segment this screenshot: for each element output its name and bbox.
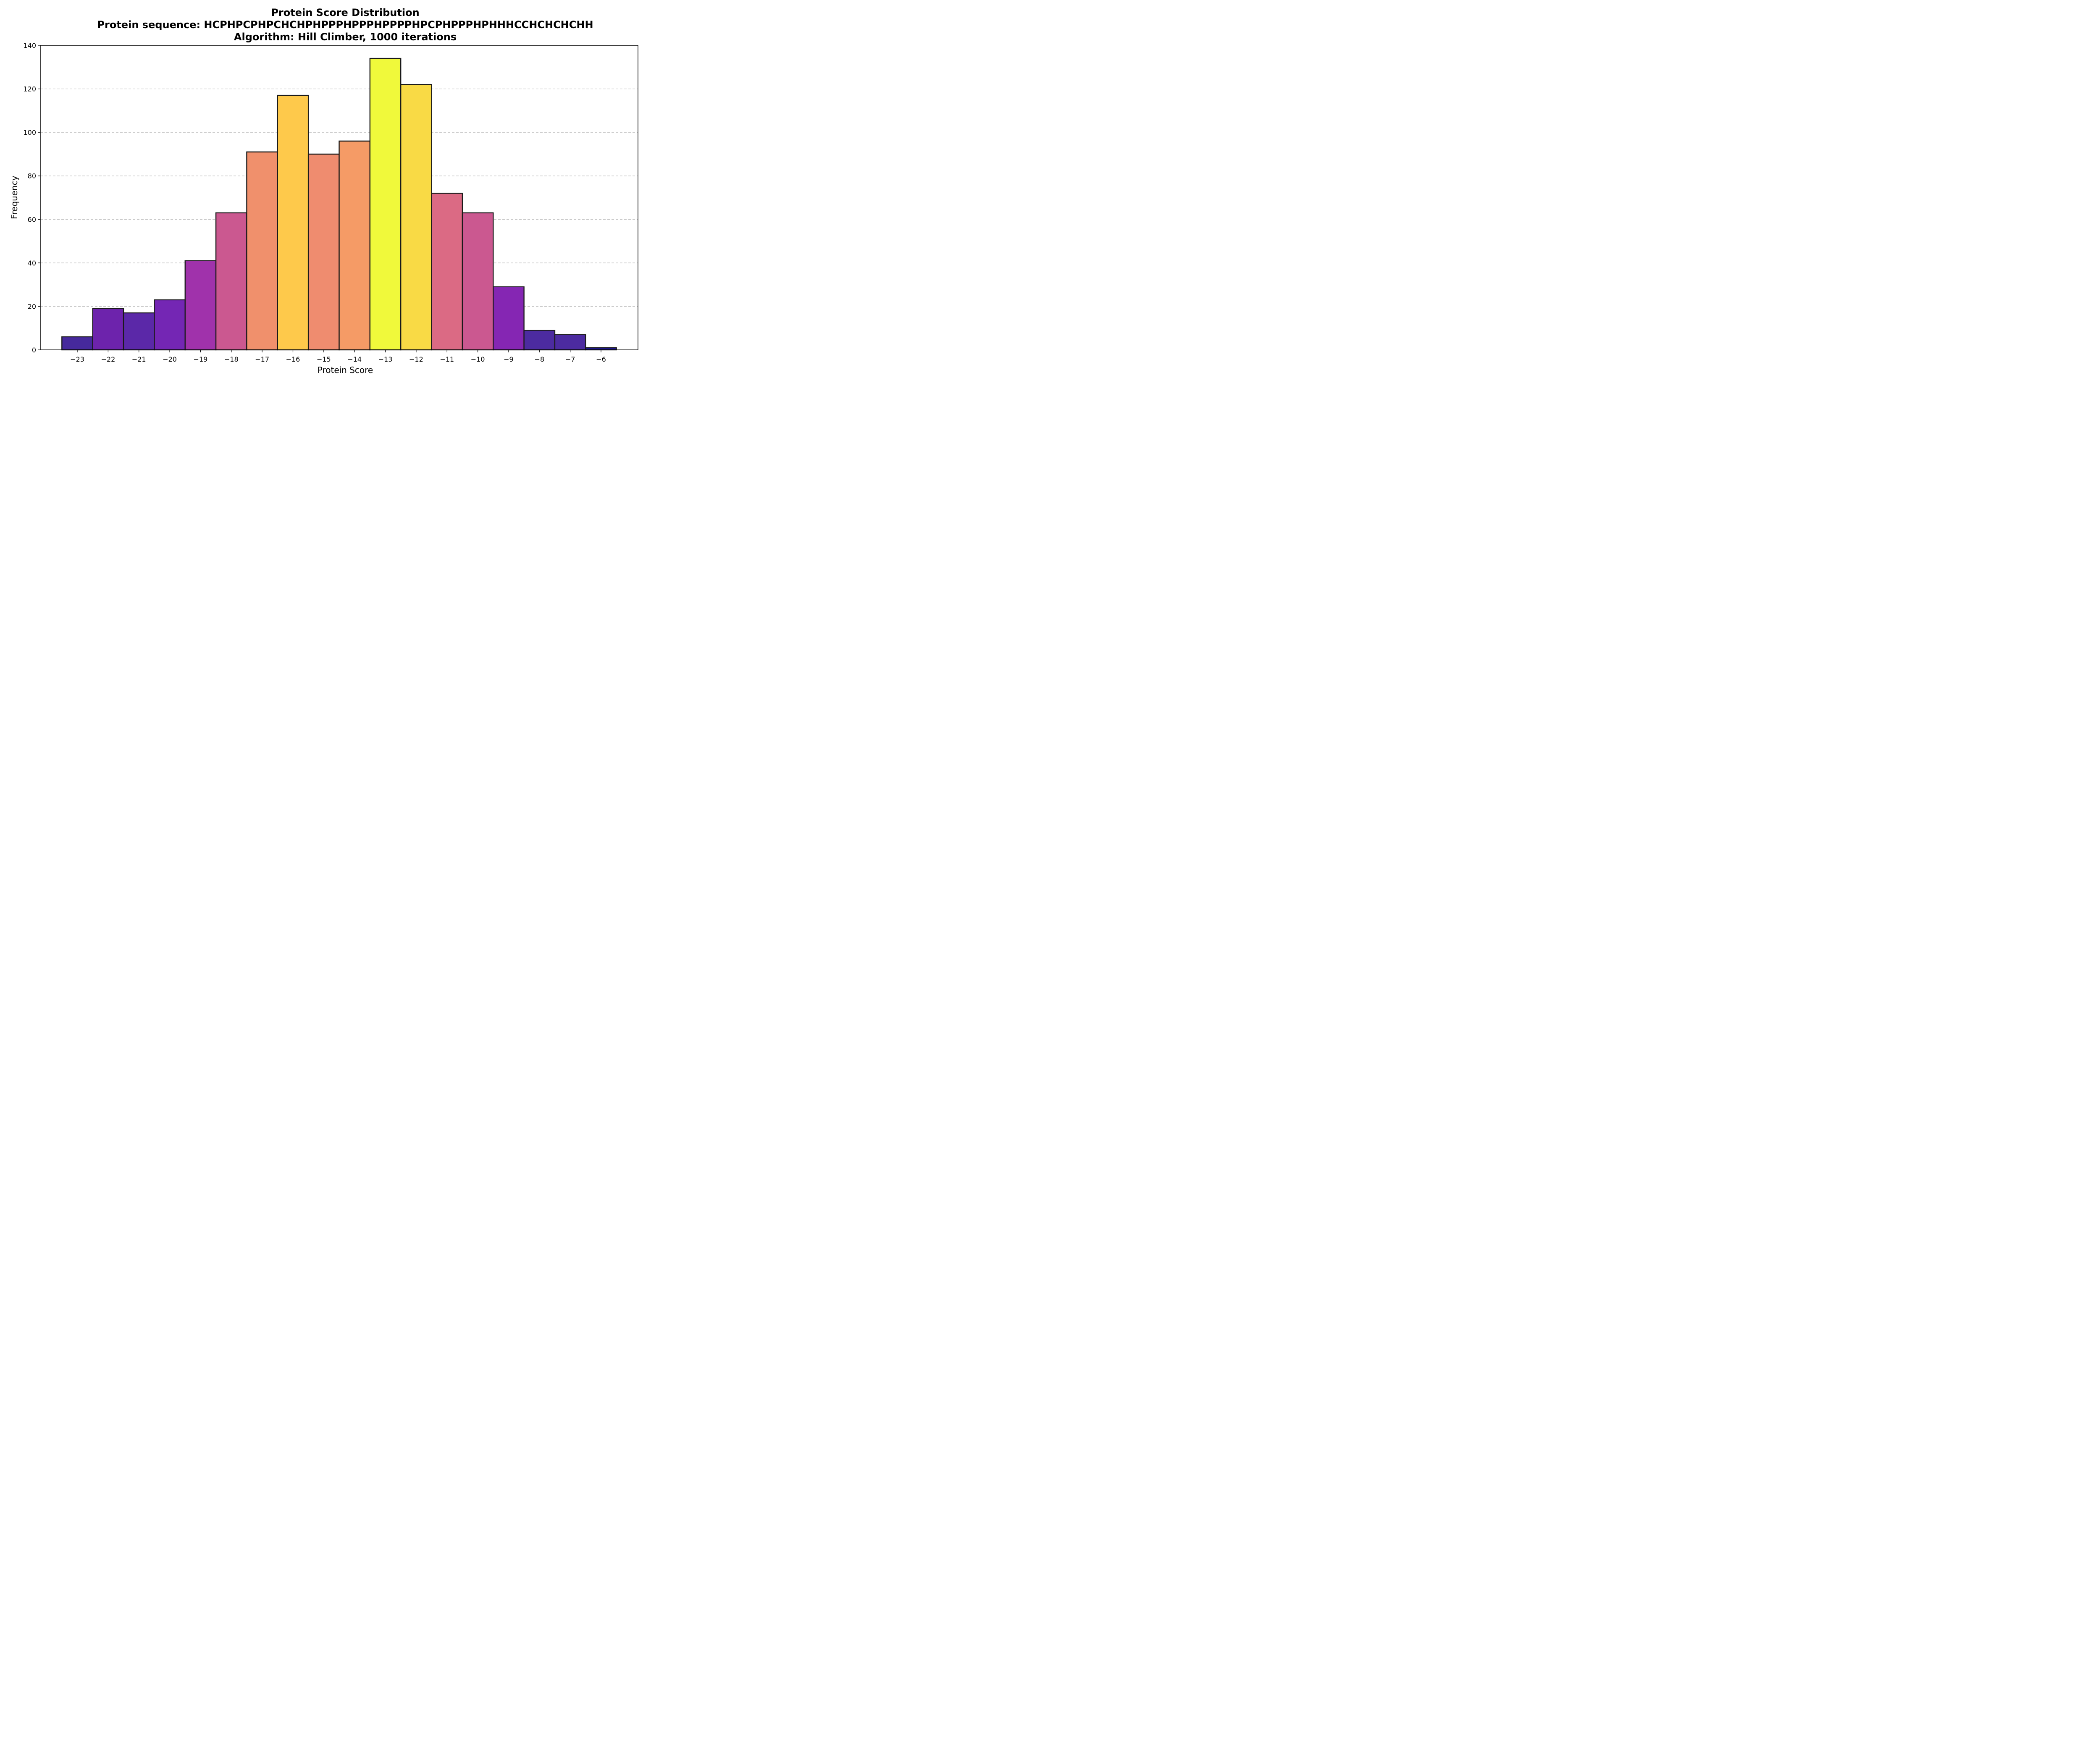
plot-frame xyxy=(40,45,638,350)
x-tick-label: −11 xyxy=(440,355,454,363)
histogram-bar xyxy=(585,347,617,351)
histogram-bar xyxy=(554,334,586,351)
histogram-bar xyxy=(431,192,463,351)
x-tick-label: −17 xyxy=(255,355,269,363)
histogram-bars xyxy=(61,58,617,351)
x-tick-label: −9 xyxy=(504,355,514,363)
y-axis-label: Frequency xyxy=(9,176,19,219)
histogram-bar xyxy=(184,260,217,351)
chart-title: Protein Score Distribution xyxy=(271,7,419,18)
axes: 0 20 40 60 80 100 120 140 −23 −22 −21 −20 −19 −18 −17 −… xyxy=(23,42,638,363)
x-tick-label: −18 xyxy=(224,355,239,363)
histogram-bar xyxy=(523,330,556,351)
x-tick-label: −16 xyxy=(286,355,300,363)
y-tick-label: 60 xyxy=(28,215,36,223)
x-tick-label: −23 xyxy=(70,355,84,363)
histogram-bar xyxy=(154,299,186,351)
x-tick-label: −20 xyxy=(163,355,177,363)
histogram-bar xyxy=(400,84,432,351)
x-tick-label: −13 xyxy=(378,355,393,363)
histogram-bar xyxy=(462,212,494,351)
histogram-bar xyxy=(92,308,124,351)
histogram-bar xyxy=(307,153,340,351)
x-tick-label: −19 xyxy=(194,355,208,363)
y-tick-label: 20 xyxy=(28,302,36,310)
chart-subtitle-sequence: Protein sequence: HCPHPCPHPCHCHPHPPPHPPP… xyxy=(97,19,593,31)
x-tick-label: −10 xyxy=(471,355,485,363)
y-tick-label: 0 xyxy=(32,346,36,354)
y-tick-label: 100 xyxy=(23,129,36,136)
histogram-bar xyxy=(61,336,93,351)
histogram-bar xyxy=(277,94,309,351)
x-tick-label: −21 xyxy=(132,355,146,363)
x-tick-label: −12 xyxy=(409,355,423,363)
y-tick-label: 120 xyxy=(23,85,36,93)
x-tick-label: −15 xyxy=(317,355,331,363)
x-tick-label: −8 xyxy=(534,355,544,363)
protein-score-histogram: Protein Score Distribution Protein seque… xyxy=(9,7,638,375)
x-tick-label: −6 xyxy=(596,355,606,363)
x-axis-label: Protein Score xyxy=(318,365,373,375)
histogram-bar xyxy=(369,58,402,351)
y-tick-label: 140 xyxy=(23,42,36,50)
x-tick-label: −7 xyxy=(565,355,575,363)
x-tick-label: −14 xyxy=(347,355,362,363)
histogram-bar xyxy=(339,140,371,351)
histogram-bar xyxy=(493,286,525,351)
y-tick-label: 40 xyxy=(28,259,36,267)
histogram-bar xyxy=(123,312,155,351)
x-tick-label: −22 xyxy=(101,355,115,363)
chart-subtitle-algorithm: Algorithm: Hill Climber, 1000 iterations xyxy=(234,31,457,43)
y-tick-label: 80 xyxy=(28,172,36,180)
histogram-bar xyxy=(246,151,278,351)
histogram-bar xyxy=(215,212,247,351)
